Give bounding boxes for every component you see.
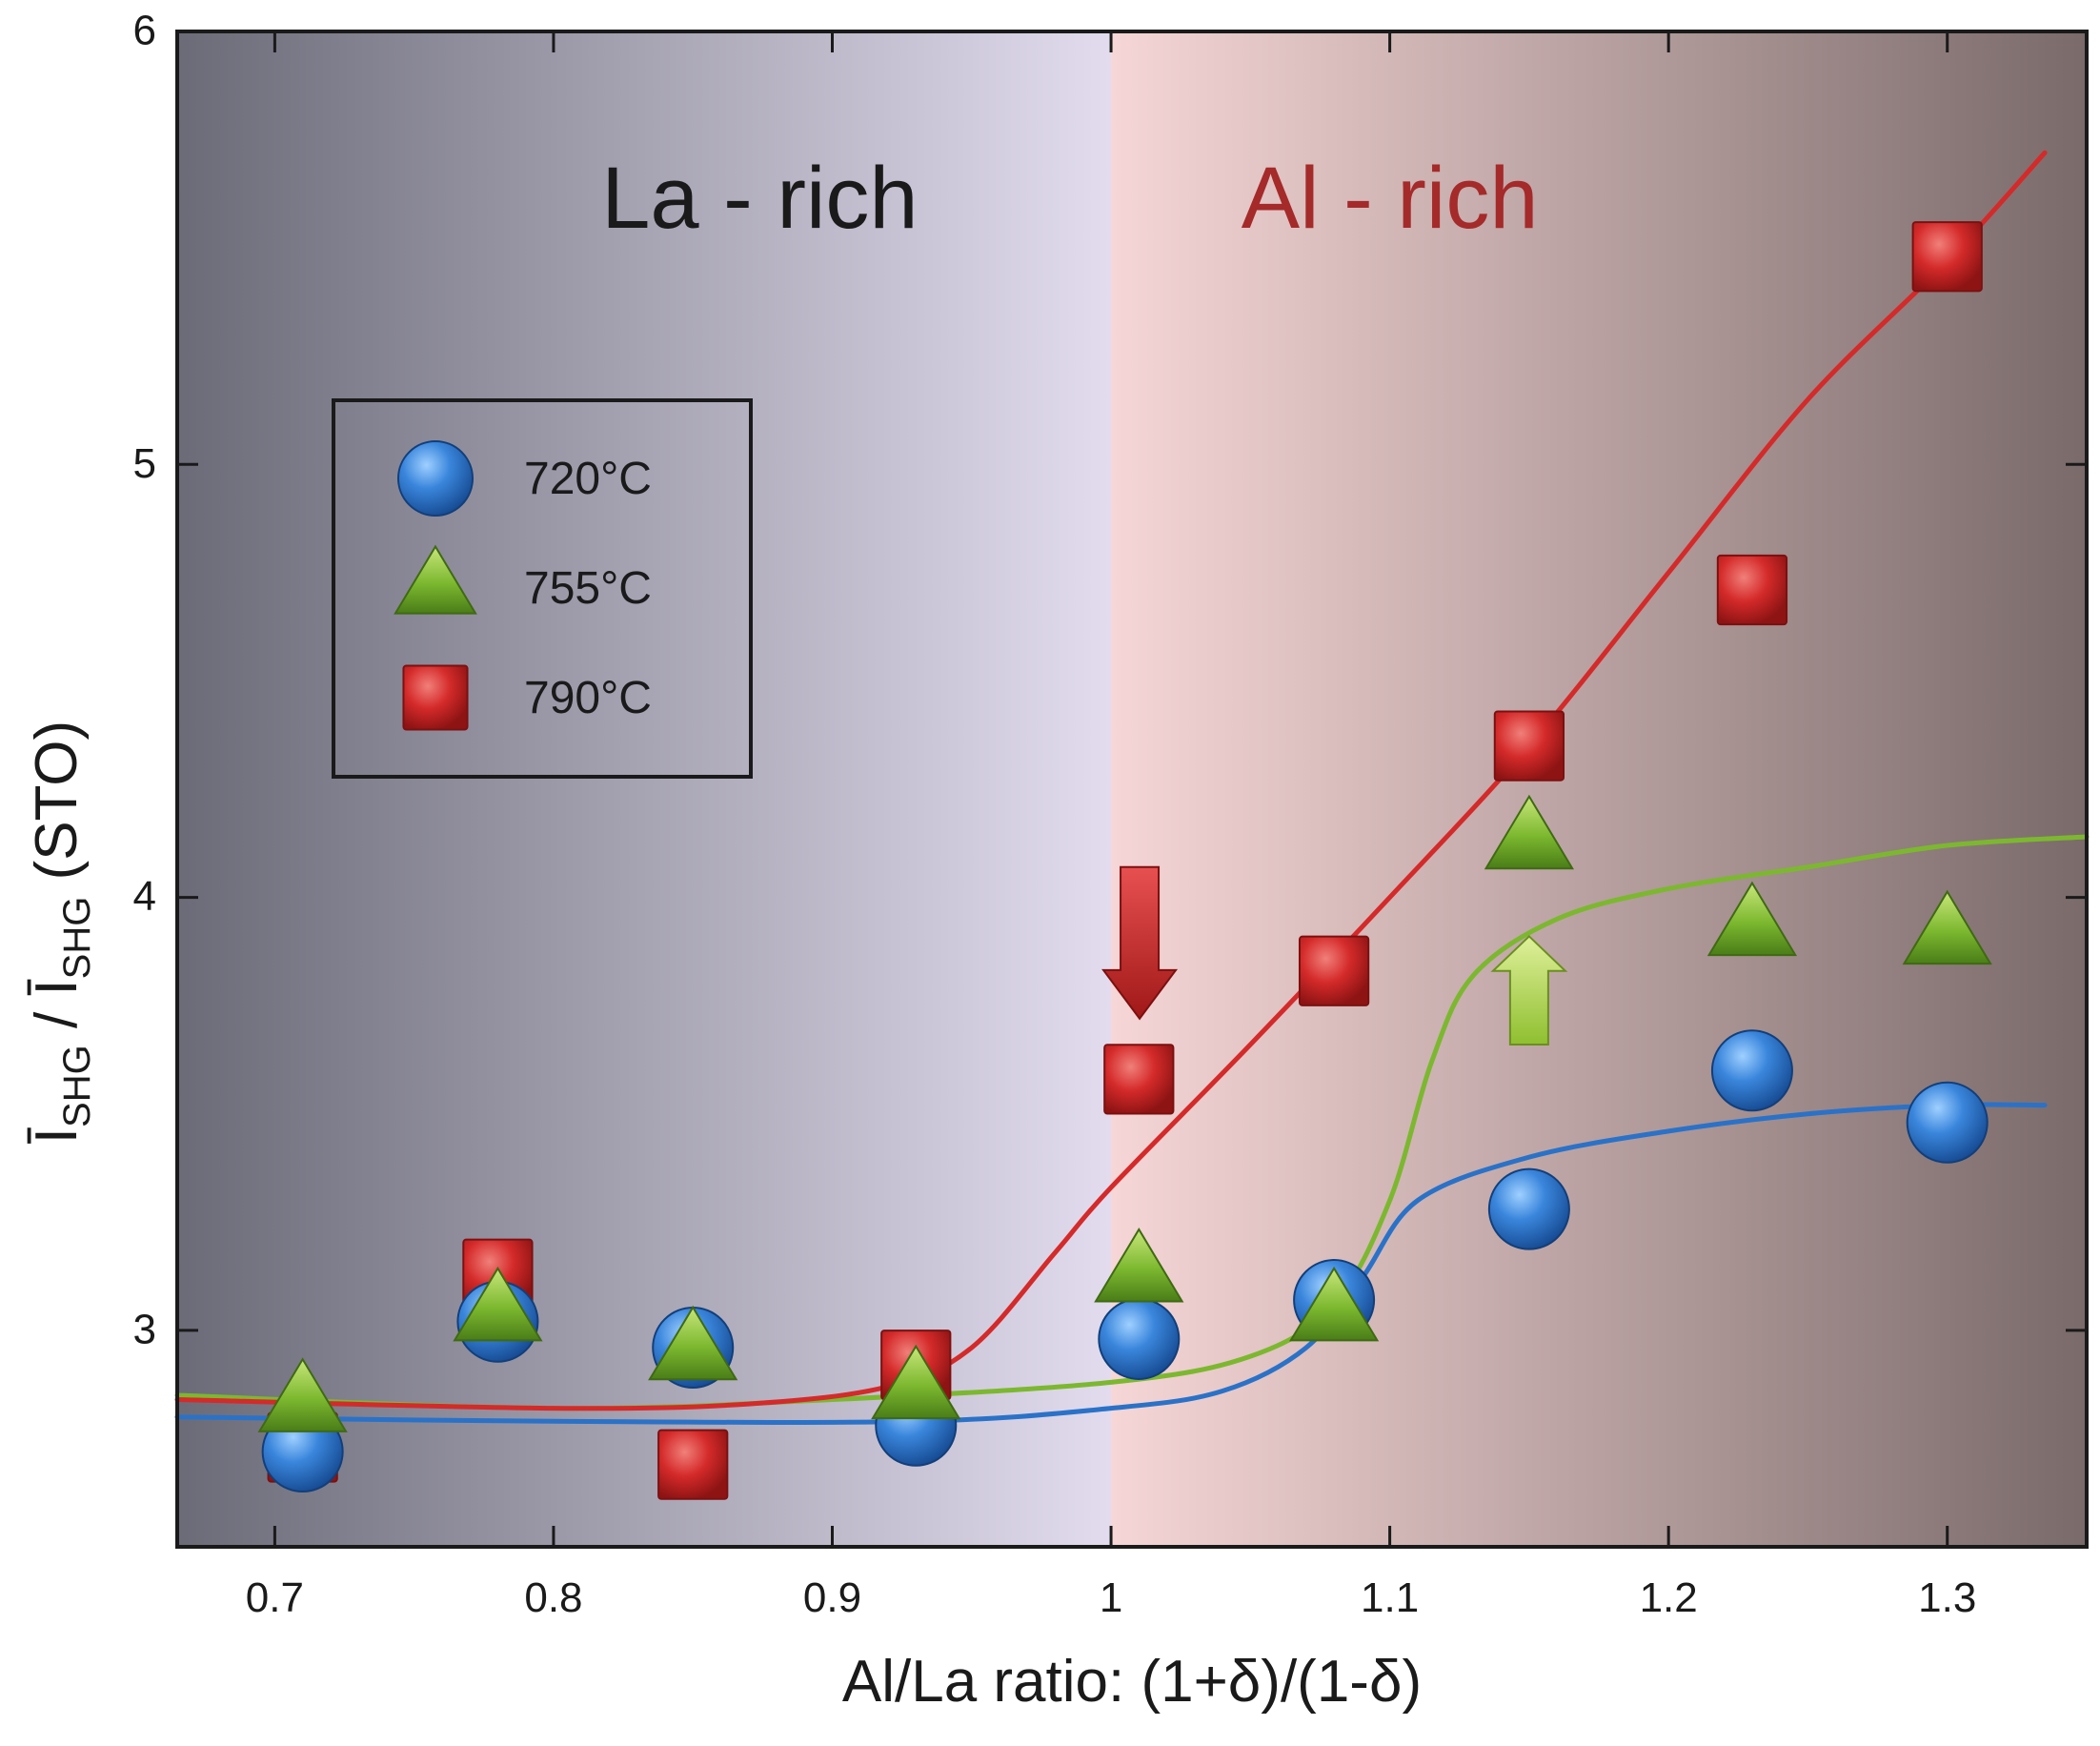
data-point-square xyxy=(1103,1044,1175,1115)
x-tick-label: 0.9 xyxy=(803,1574,861,1621)
x-tick-label: 0.8 xyxy=(524,1574,582,1621)
legend-label: 755°C xyxy=(524,563,652,614)
legend-label: 790°C xyxy=(524,673,652,723)
data-point-triangle xyxy=(1094,1227,1184,1303)
legend-box xyxy=(332,398,753,779)
data-point-triangle xyxy=(1706,881,1798,957)
legend-marker-square xyxy=(402,664,469,731)
y-tick-label: 6 xyxy=(133,8,156,54)
x-tick-label: 1.2 xyxy=(1640,1574,1698,1621)
legend-marker-triangle xyxy=(394,544,477,615)
data-point-triangle xyxy=(871,1344,961,1420)
green-up-arrow xyxy=(1490,935,1568,1046)
y-tick-label: 3 xyxy=(133,1306,156,1352)
data-point-triangle xyxy=(648,1305,738,1381)
data-point-triangle xyxy=(1484,794,1575,870)
fit-curve-square xyxy=(174,150,2048,1411)
x-tick-label: 1.3 xyxy=(1918,1574,1976,1621)
x-tick-label: 1.1 xyxy=(1361,1574,1419,1621)
x-axis-label: Al/La ratio: (1+δ)/(1-δ) xyxy=(842,1649,1422,1715)
data-point-square xyxy=(1298,935,1370,1006)
y-tick-label: 4 xyxy=(133,873,156,920)
data-point-square xyxy=(1911,221,1983,293)
red-down-arrow xyxy=(1101,865,1179,1021)
data-point-triangle xyxy=(1902,889,1992,965)
data-point-circle xyxy=(1098,1297,1181,1380)
y-tick-label: 5 xyxy=(133,440,156,487)
data-point-circle xyxy=(1906,1081,1989,1164)
data-point-triangle xyxy=(1288,1266,1380,1342)
data-point-triangle xyxy=(257,1357,348,1432)
data-point-square xyxy=(657,1429,729,1500)
data-point-circle xyxy=(1710,1029,1793,1112)
data-point-triangle xyxy=(453,1266,543,1342)
data-point-circle xyxy=(1487,1167,1570,1250)
legend-marker-circle xyxy=(397,440,474,517)
x-tick-label: 1 xyxy=(1100,1574,1122,1621)
region-la-rich xyxy=(177,31,1112,1547)
annotation-arrows xyxy=(1101,865,1568,1046)
region-labels: La - rich Al - rich xyxy=(601,150,1538,247)
region-label-la-rich: La - rich xyxy=(601,150,918,247)
data-point-square xyxy=(1493,710,1565,782)
region-label-al-rich: Al - rich xyxy=(1242,150,1539,247)
y-axis-label: ĪSHG / ĪSHG (STO) xyxy=(24,721,98,1144)
x-tick-label: 0.7 xyxy=(246,1574,304,1621)
plot-frame xyxy=(175,30,2089,1549)
data-points xyxy=(257,221,1992,1500)
axes: 0.7 0.8 0.9 1 1.1 1.2 1.3 3 4 5 6 Al/La ratio: (1+δ… xyxy=(24,8,2089,1715)
legend: 720°C 755°C 790°C xyxy=(332,398,753,779)
legend-label: 720°C xyxy=(524,454,652,504)
data-point-square xyxy=(1716,554,1788,626)
